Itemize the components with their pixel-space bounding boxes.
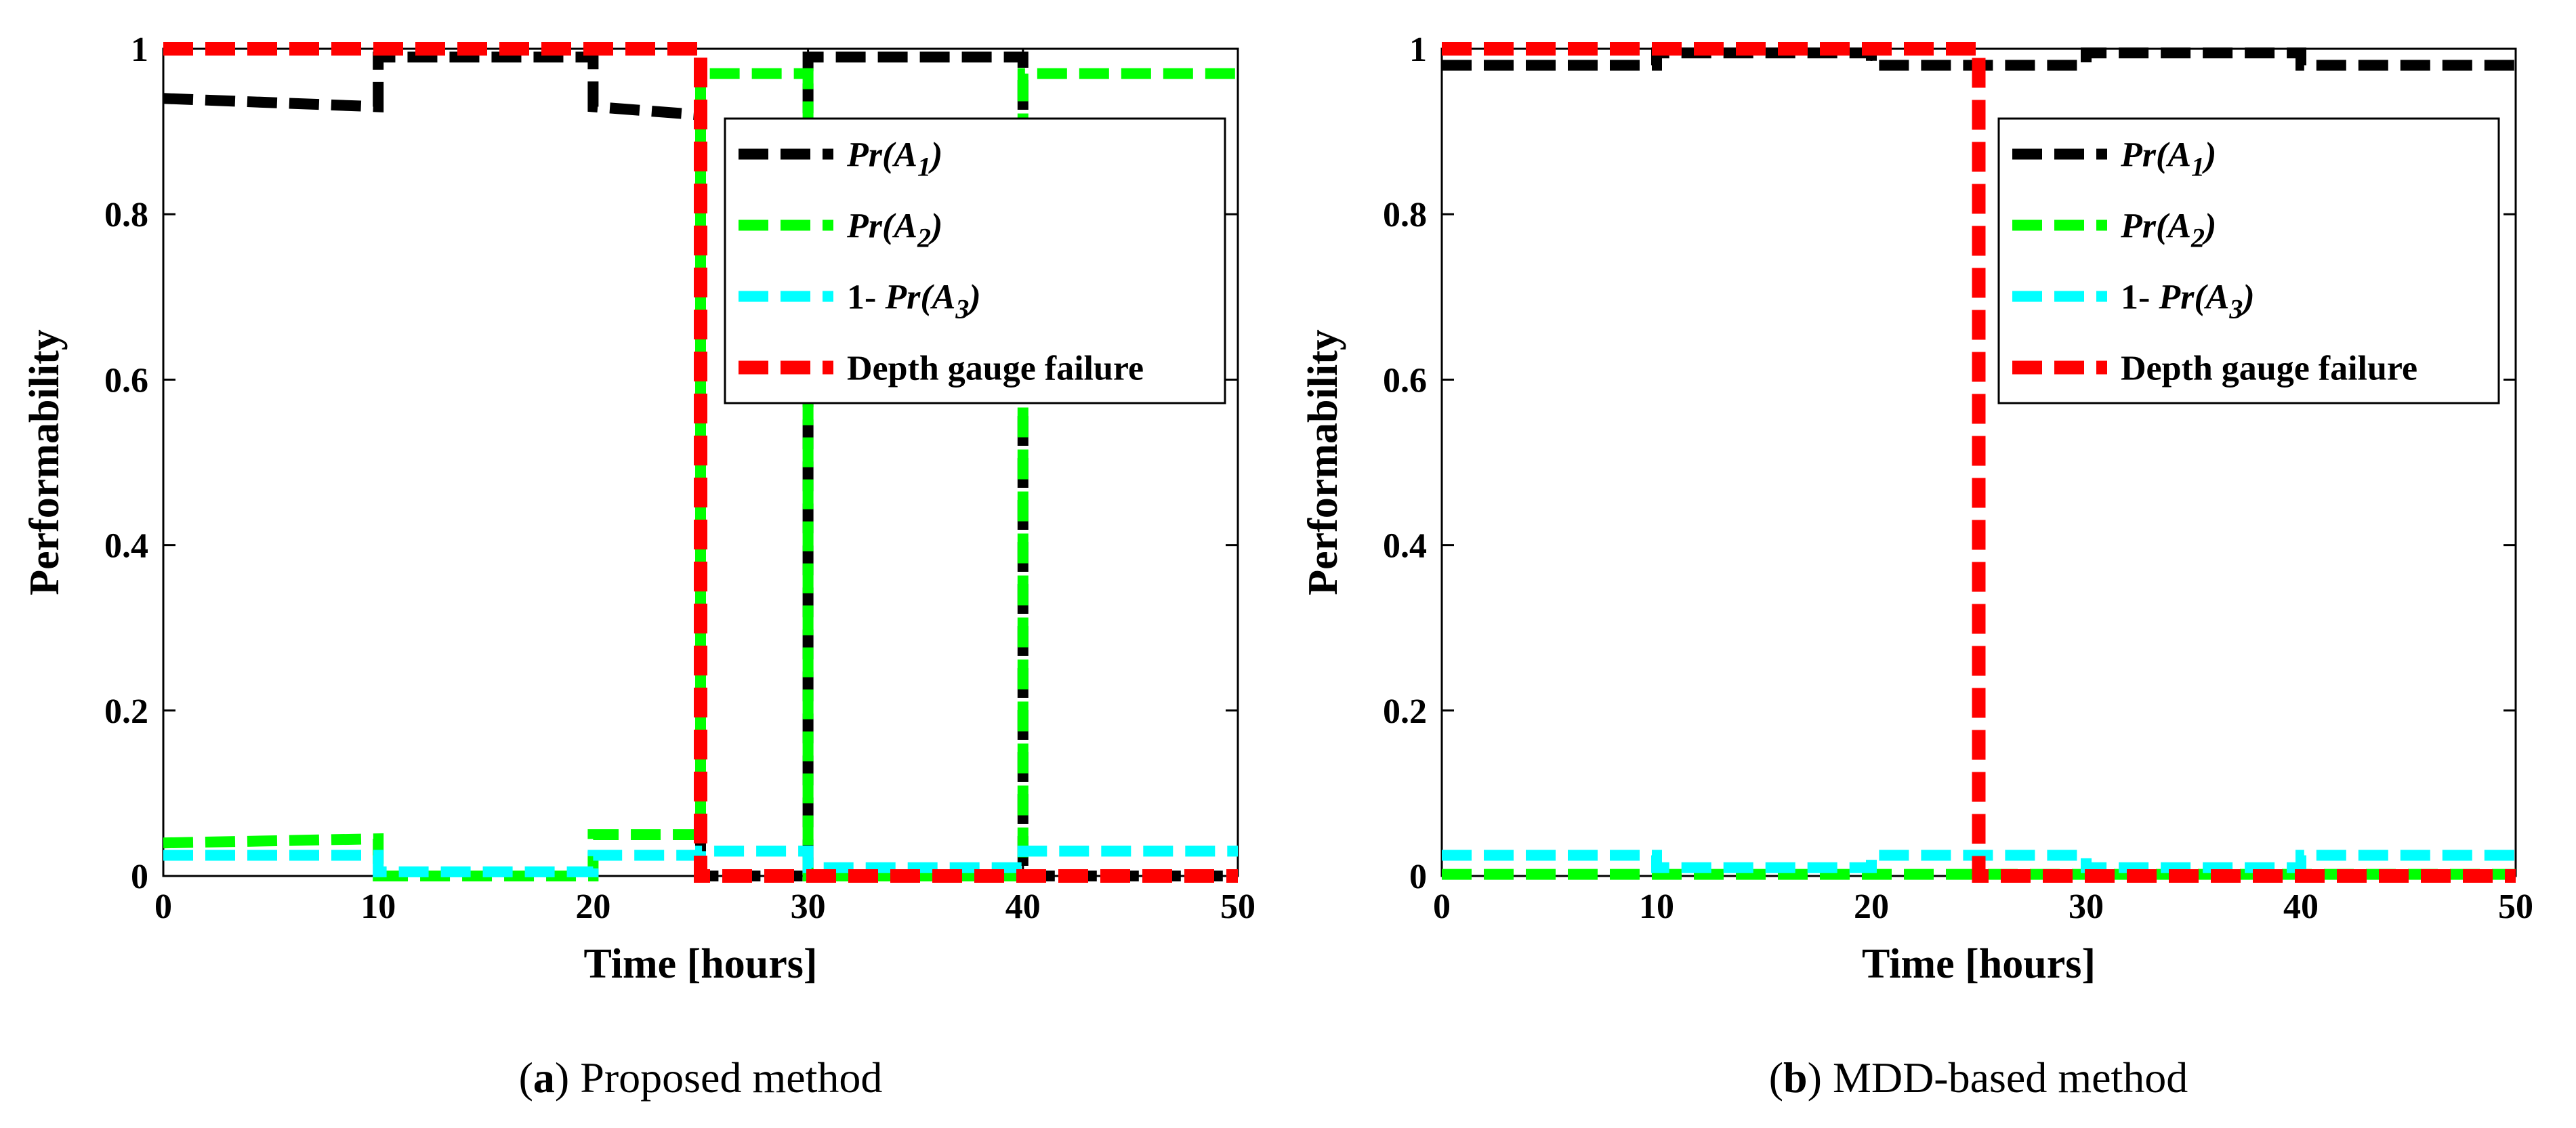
x-tick-label: 10 <box>360 887 396 926</box>
legend-prefix: 1- <box>847 278 885 317</box>
legend-name: Pr(A <box>2120 136 2191 175</box>
y-tick-label: 0.8 <box>1383 196 1427 234</box>
legend-suffix: ) <box>966 278 980 317</box>
legend-name: Pr(A <box>846 207 917 246</box>
legend-prefix: 1- <box>2121 278 2159 317</box>
y-tick-label: 0.4 <box>1383 527 1427 566</box>
legend-label: Pr(A2) <box>846 207 942 253</box>
x-axis-label: Time [hours] <box>583 941 817 987</box>
x-tick-label: 0 <box>1433 887 1451 926</box>
legend-label: Pr(A1) <box>2120 136 2216 182</box>
legend-suffix: ) <box>2202 207 2216 246</box>
legend-box <box>724 117 1226 404</box>
x-tick-label: 50 <box>1220 887 1255 926</box>
legend: Pr(A1)Pr(A2)1- Pr(A3)Depth gauge failure <box>724 117 1226 404</box>
caption-title: ) Proposed method <box>555 1053 883 1102</box>
y-tick-label: 0.2 <box>1383 692 1427 731</box>
legend-name: Pr(A <box>846 136 917 175</box>
chart-panel-b: 0 10 20 30 40 50 0 0.2 0.4 0.6 0.8 1 Time [hours] Per… <box>1300 30 2533 1102</box>
legend: Pr(A1)Pr(A2)1- Pr(A3)Depth gauge failure <box>1997 117 2500 404</box>
legend-label: Pr(A2) <box>2120 207 2216 253</box>
caption-letter: b <box>1783 1053 1808 1102</box>
legend-suffix: ) <box>928 207 942 246</box>
y-tick-label: 0.8 <box>104 196 148 234</box>
figure-caption: (a) Proposed method <box>519 1053 883 1102</box>
legend-box <box>1997 117 2500 404</box>
x-tick-label: 40 <box>2283 887 2319 926</box>
x-tick-label: 40 <box>1005 887 1041 926</box>
legend-label: 1- Pr(A3) <box>2121 278 2255 325</box>
caption-open: ( <box>519 1053 533 1102</box>
y-tick-label: 0.4 <box>104 527 148 566</box>
legend-suffix: ) <box>928 136 942 175</box>
series-line-1-pr-a3 <box>1442 850 2516 873</box>
legend-name: Depth gauge failure <box>2121 350 2417 388</box>
series-line-depth-gauge-failure <box>163 42 1238 883</box>
y-tick-label: 1 <box>131 30 148 69</box>
legend-subscript: 1 <box>2191 152 2205 182</box>
legend-label: 1- Pr(A3) <box>847 278 981 325</box>
y-tick-label: 1 <box>1409 30 1427 69</box>
legend-subscript: 3 <box>955 294 969 325</box>
series-line-1-pr-a3 <box>163 845 1238 877</box>
caption-open: ( <box>1769 1053 1783 1102</box>
y-tick-label: 0.6 <box>1383 361 1427 400</box>
legend-name: Depth gauge failure <box>847 350 1144 388</box>
legend-name: Pr(A <box>2120 207 2191 246</box>
legend-label: Pr(A1) <box>846 136 942 182</box>
legend-label: Depth gauge failure <box>847 350 1144 388</box>
y-tick-label: 0 <box>1409 858 1427 896</box>
legend-suffix: ) <box>2202 136 2216 175</box>
x-tick-label: 30 <box>2069 887 2104 926</box>
x-tick-label: 30 <box>791 887 826 926</box>
legend-suffix: ) <box>2240 278 2254 317</box>
chart-panel-a: 0 10 20 30 40 50 0 0.2 0.4 0.6 0.8 1 Time [hours] Per… <box>22 30 1255 1102</box>
x-tick-label: 10 <box>1639 887 1674 926</box>
y-axis-label: Performability <box>22 329 68 596</box>
x-axis-label: Time [hours] <box>1862 941 2096 987</box>
series-line-depth-gauge-failure <box>1442 42 2516 883</box>
legend-subscript: 2 <box>917 223 931 253</box>
y-tick-label: 0.2 <box>104 692 148 731</box>
caption-title: ) MDD-based method <box>1808 1053 2188 1102</box>
legend-subscript: 2 <box>2190 223 2205 253</box>
y-axis-label: Performability <box>1300 329 1346 596</box>
legend-label: Depth gauge failure <box>2121 350 2417 388</box>
legend-name: Pr(A <box>884 278 955 317</box>
x-tick-label: 20 <box>575 887 610 926</box>
x-tick-label: 50 <box>2498 887 2533 926</box>
x-tick-label: 20 <box>1854 887 1889 926</box>
legend-subscript: 3 <box>2228 294 2243 325</box>
legend-name: Pr(A <box>2158 278 2229 317</box>
caption-letter: a <box>533 1053 555 1102</box>
figure-caption: (b) MDD-based method <box>1769 1053 2188 1102</box>
y-tick-label: 0.6 <box>104 361 148 400</box>
y-tick-label: 0 <box>131 858 148 896</box>
legend-subscript: 1 <box>917 152 931 182</box>
x-tick-label: 0 <box>154 887 172 926</box>
